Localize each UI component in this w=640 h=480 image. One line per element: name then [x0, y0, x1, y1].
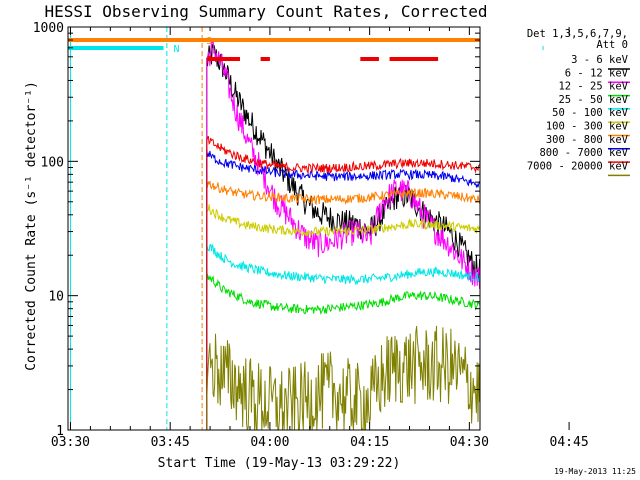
series-layer: [206, 38, 480, 430]
series-line-3: [206, 243, 480, 430]
legend-entry-0: 3 - 6 keV: [571, 54, 629, 66]
legend-header-1: Att 0: [596, 39, 628, 51]
series-line-0: [206, 44, 480, 430]
y-tick-label-2: 100: [41, 155, 64, 170]
axis-ticks: 03:3003:4504:0004:1504:3004:4505:0011010…: [33, 21, 589, 450]
x-axis-label: Start Time (19-May-13 03:29:22): [158, 456, 401, 471]
flag-bar-1-0: [68, 46, 164, 50]
flag-bar-2-2: [360, 57, 379, 61]
series-line-2: [206, 274, 480, 430]
series-line-5: [206, 180, 480, 430]
x-tick-label-1: 03:45: [151, 435, 190, 450]
legend-entry-6: 300 - 800 keV: [546, 134, 629, 146]
flag-bar-1-1: [542, 46, 544, 50]
legend-entry-5: 100 - 300 keV: [546, 121, 629, 133]
vertical-markers: [69, 27, 203, 430]
flag-bar-2-3: [389, 57, 439, 61]
chart-title: HESSI Observing Summary Count Rates, Cor…: [44, 2, 487, 21]
series-line-6: [206, 149, 480, 430]
legend-header-0: Det 1,3,5,6,7,9,: [527, 28, 628, 40]
series-line-8: [206, 325, 480, 430]
x-tick-label-2: 04:00: [250, 435, 289, 450]
plot-area-frame: [67, 26, 481, 431]
flag-label-1: N: [174, 44, 180, 55]
flag-bar-2-1: [260, 57, 270, 61]
flag-bar-0-0: [68, 38, 211, 42]
legend-entry-3: 25 - 50 keV: [558, 94, 628, 106]
legend-entry-4: 50 - 100 keV: [552, 107, 629, 119]
y-tick-label-0: 1: [56, 424, 64, 439]
legend-entry-1: 6 - 12 keV: [565, 67, 629, 79]
x-tick-label-4: 04:30: [450, 435, 489, 450]
legend-entry-7: 800 - 7000 keV: [539, 147, 628, 159]
x-tick-label-0: 03:30: [51, 435, 90, 450]
timestamp: 19-May-2013 11:25: [554, 467, 636, 476]
flag-label-0: S: [206, 36, 212, 47]
flag-bars: S N F: [68, 36, 544, 66]
series-line-4: [206, 204, 480, 430]
flag-bar-0-1: [210, 38, 480, 42]
x-tick-label-3: 04:15: [350, 435, 389, 450]
y-axis-label: Corrected Count Rate (s⁻¹ detector⁻¹): [24, 81, 39, 371]
series-line-1: [206, 38, 480, 430]
flag-bar-2-0: [208, 57, 240, 61]
legend-entry-8: 7000 - 20000 keV: [527, 160, 629, 172]
legend-entry-2: 12 - 25 keV: [558, 81, 628, 93]
x-tick-label-5: 04:45: [550, 435, 589, 450]
series-line-7: [206, 135, 480, 430]
flag-label-2: F: [206, 55, 212, 66]
y-tick-label-3: 1000: [33, 21, 64, 36]
y-tick-label-1: 10: [48, 290, 64, 305]
